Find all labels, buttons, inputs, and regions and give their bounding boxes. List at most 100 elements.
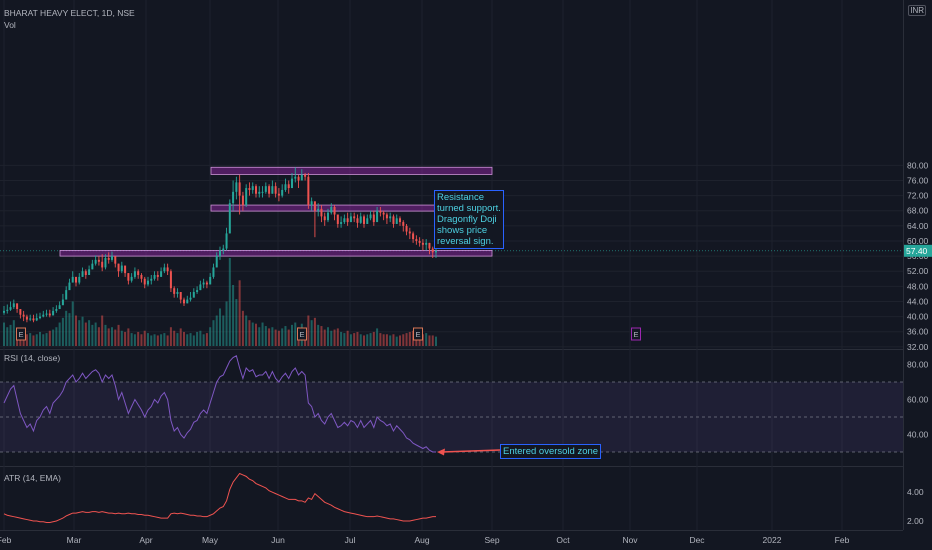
atr-tick-label: 2.00 [907,516,924,526]
candle-body [212,267,215,277]
candle-body [376,210,379,223]
candle-body [146,280,150,285]
volume-bar [78,320,81,346]
candle-body [349,216,352,223]
candle-body [74,276,78,283]
candle-body [176,292,179,294]
volume-bar [362,335,366,346]
candle-body [258,191,261,194]
volume-bar [12,320,15,346]
volume-bar [117,324,120,346]
volume-bar [320,326,323,346]
volume-bar [143,330,146,346]
volume-bar [248,320,251,346]
candle-body [160,271,163,277]
time-tick-label: Jul [345,535,356,545]
volume-bar [336,328,339,346]
price-tick-label: 80.00 [907,160,929,170]
volume-bar [425,333,428,346]
price-tick-label: 60.00 [907,236,929,246]
candle-body [58,305,61,310]
rsi-tick-label: 80.00 [907,360,929,370]
candle-body [205,282,208,285]
candle-body [326,212,330,221]
price-tick-label: 44.00 [907,296,929,306]
volume-bar [55,327,58,346]
candle-body [101,261,104,268]
candle-body [19,309,22,315]
volume-bar [353,333,356,346]
volume-bar [392,334,395,346]
volume-bar [104,324,107,346]
candle-body [48,313,51,316]
candle-body [415,239,418,241]
candle-body [6,309,9,311]
candle-body [88,269,91,275]
volume-bar [140,334,143,346]
candle-body [130,276,133,281]
volume-bar [228,258,231,346]
volume-bar [32,335,35,346]
volume-bar [91,324,94,346]
candle-body [395,218,398,224]
volume-bar [349,334,352,346]
volume-bar [238,280,241,346]
price-tick-label: 52.00 [907,266,929,276]
candle-body [65,290,68,300]
volume-bar [58,322,61,346]
candle-body [369,214,372,219]
candle-body [127,273,130,281]
resistance-support-zones [59,166,496,257]
candle-body [313,201,316,211]
time-tick-label: Feb [0,535,12,545]
candle-body [225,233,228,249]
rsi-tick-label: 40.00 [907,430,929,440]
candle-body [408,231,411,234]
volume-bar [182,331,186,346]
candle-body [199,284,202,291]
candle-body [52,310,55,316]
volume-bar [156,335,159,346]
candle-body [294,176,297,179]
last-price-label: 57.40 [906,246,928,256]
time-tick-label: 2022 [763,535,782,545]
volume-bar [101,315,104,346]
price-tick-label: 32.00 [907,342,929,352]
volume-bar [340,331,343,346]
volume-bar [176,333,179,346]
volume-bar [405,333,408,346]
volume-bar [333,329,336,346]
atr-panel [3,472,436,523]
candle-body [29,318,32,320]
candle-body [340,222,343,224]
candle-body [189,297,192,300]
volume-bar [317,324,320,346]
currency-badge[interactable]: INR [908,5,926,16]
candle-body [104,257,107,268]
atr-label: ATR (14, EMA) [4,473,61,483]
volume-bar [38,331,42,346]
candle-body [45,313,48,315]
candle-body [421,242,424,245]
candle-body [38,316,42,319]
volume-bar [65,310,68,346]
volume-bar [408,331,411,346]
volume-bar [29,333,32,346]
candle-body [264,186,267,192]
candle-body [182,299,186,304]
candle-body [16,303,19,310]
candle-body [25,316,28,320]
volume-bar [189,333,192,346]
rsi-line [3,355,436,453]
volume-bar [389,335,392,346]
volume-bar [97,327,100,346]
candle-body [192,292,195,298]
volume-bar [114,329,117,346]
earnings-marker [297,327,307,341]
candle-body [304,174,307,177]
candle-body [290,178,294,189]
volume-bar [359,334,362,346]
candle-body [163,267,166,272]
atr-line [3,472,436,523]
